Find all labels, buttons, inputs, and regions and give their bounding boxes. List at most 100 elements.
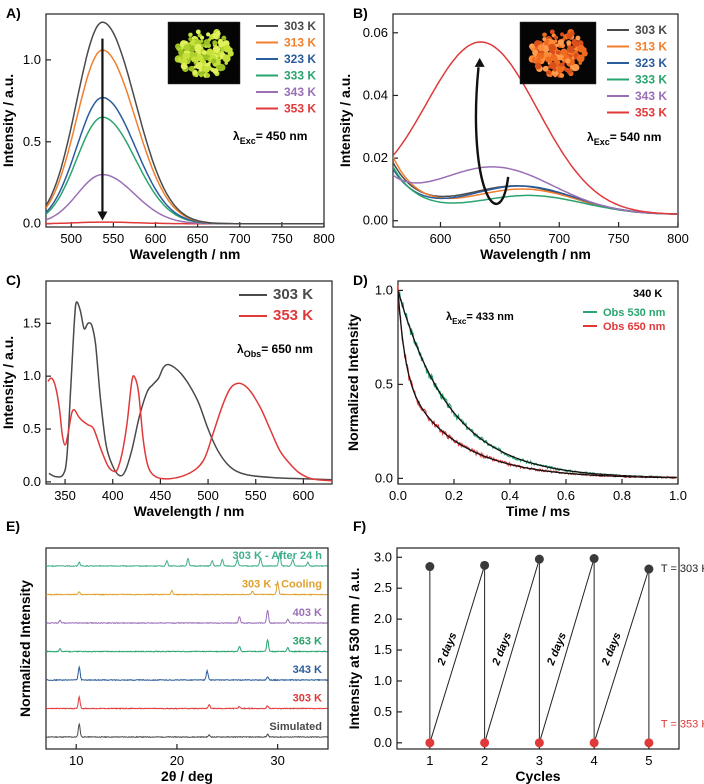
recovery-line <box>538 558 595 743</box>
legend-entry: Obs 650 nm <box>603 321 666 333</box>
inset-photo-green-grain <box>201 50 206 55</box>
inset-photo-green-grain <box>211 58 217 64</box>
pattern-303-k---after-24-h <box>46 552 328 568</box>
inset-photo-orange-grain <box>553 74 557 78</box>
plot-frame <box>45 280 333 485</box>
inset-photo-green-grain <box>191 56 198 63</box>
excitation-annotation: λExc= 433 nm <box>446 311 514 326</box>
annotation-subscript: Exc <box>452 317 467 326</box>
annotation-subscript: Exc <box>240 136 256 146</box>
inset-photo-orange-grain <box>569 31 575 37</box>
inset-photo-orange-grain <box>553 35 559 40</box>
recovery-label: 2 days <box>490 631 514 668</box>
y-tick-label: 1.0 <box>23 368 41 383</box>
inset-photo-green-grain <box>194 43 203 52</box>
pattern-label: 303 K <box>293 693 322 705</box>
y-tick-label: 0.0 <box>375 470 393 485</box>
annotation-value: = 540 nm <box>610 130 662 144</box>
inset-photo-orange-grain <box>548 43 557 52</box>
x-tick-label: 800 <box>313 231 335 246</box>
plot-frame <box>45 547 329 750</box>
inset-photo-green-grain <box>199 35 205 40</box>
inset-photo-green-grain <box>193 65 198 69</box>
inset-photo-orange-grain <box>534 62 542 70</box>
curve-353k <box>47 375 332 482</box>
x-tick-label: 2 <box>481 753 488 768</box>
inset-photo-green-grain <box>202 66 206 70</box>
y-tick-label: 2.0 <box>374 611 392 626</box>
low-temp-label: T = 353 K <box>661 718 704 730</box>
y-tick-label: 0.0 <box>23 474 41 489</box>
recovery-line <box>593 568 650 743</box>
x-tick-label: 400 <box>102 488 124 503</box>
pattern-label: 363 K <box>293 636 322 648</box>
inset-photo-orange-grain <box>549 61 557 70</box>
annotation-lambda: λ <box>237 342 244 356</box>
trend-arrow <box>474 67 510 206</box>
legend-entry: 333 K <box>635 73 667 87</box>
x-tick-label: 700 <box>548 231 570 246</box>
recovery-line <box>429 565 486 743</box>
inset-photo-orange-grain <box>557 39 564 46</box>
inset-photo-green-grain <box>212 68 219 74</box>
curve-343k <box>393 166 678 215</box>
pattern-label: 403 K <box>293 607 322 619</box>
high-temp-point <box>425 562 435 572</box>
legend-entry: 303 K <box>284 19 316 33</box>
x-axis-label: Wavelength / nm <box>130 246 241 262</box>
trend-arrow-head <box>97 211 108 221</box>
high-temp-point <box>534 554 544 564</box>
inset-photo-orange-grain <box>560 48 568 56</box>
decay-fit-obs-650-nm <box>398 290 677 479</box>
inset-photo-orange-grain <box>559 73 565 78</box>
y-tick-label: 0.06 <box>363 25 388 40</box>
recovery-label: 2 days <box>599 631 623 668</box>
recovery-label: 2 days <box>545 631 569 668</box>
y-axis-label: Intensity at 530 nm / a.u. <box>346 568 362 730</box>
legend-entry: 343 K <box>284 85 316 99</box>
inset-photo-green-grain <box>201 43 205 48</box>
y-tick-label: 3.0 <box>374 549 392 564</box>
x-tick-label: 700 <box>229 231 251 246</box>
pattern-403-k <box>46 609 328 625</box>
legend-entry: Obs 530 nm <box>603 307 666 319</box>
inset-photo-green-grain <box>206 48 214 56</box>
curve-313k <box>393 156 678 215</box>
plot-area <box>46 21 324 225</box>
inset-photo-green-grain <box>200 57 204 62</box>
annotation-value: = 433 nm <box>466 311 514 323</box>
x-tick-label: 1.0 <box>669 488 687 503</box>
inset-photo-orange-grain <box>572 64 580 72</box>
y-axis-label: Intensity / a.u. <box>0 336 16 429</box>
inset-photo-green-grain <box>215 31 221 37</box>
plot-area <box>47 301 332 482</box>
inset-photo-orange-grain <box>555 50 560 55</box>
panel-label: C) <box>6 272 21 288</box>
high-temp-point <box>644 564 654 574</box>
inset-photo-orange-grain <box>572 38 577 44</box>
inset-photo-orange-grain <box>554 57 558 62</box>
inset-photo-orange-grain <box>542 65 549 72</box>
y-tick-label: 0.5 <box>374 704 392 719</box>
x-tick-label: 4 <box>591 753 598 768</box>
y-axis-label: Intensity / a.u. <box>337 74 353 167</box>
y-axis-label: Normalized Intensity <box>17 580 33 717</box>
legend-entry: 323 K <box>635 56 667 70</box>
panel-E: E) 10 20 30 2θ / deg Normalized Intensity Simu… <box>6 518 329 784</box>
x-axis-label: Wavelength / nm <box>480 246 591 262</box>
legend-entry: 323 K <box>284 52 316 66</box>
inset-photo-green-grain <box>227 50 234 57</box>
inset-photo-green-grain <box>175 43 182 50</box>
plot-area <box>398 285 678 480</box>
x-tick-label: 0.8 <box>613 488 631 503</box>
trend-arrow-head <box>474 57 485 67</box>
y-tick-label: 1.0 <box>23 52 41 67</box>
x-tick-label: 20 <box>170 753 184 768</box>
annotation-value: = 650 nm <box>261 342 313 356</box>
inset-photo-orange-grain <box>534 57 542 65</box>
temperature-label: 340 K <box>633 288 662 300</box>
y-tick-label: 0.0 <box>23 216 41 231</box>
x-tick-label: 30 <box>270 753 284 768</box>
inset-photo-green-grain <box>188 32 193 37</box>
inset-photo-orange-grain <box>575 35 581 41</box>
